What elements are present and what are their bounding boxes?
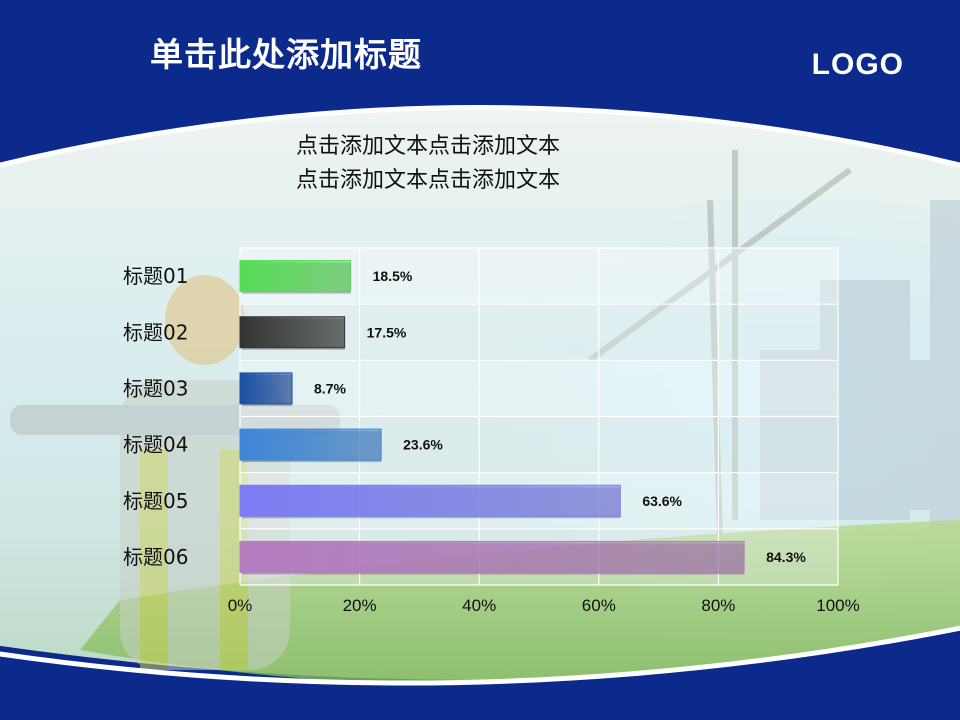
value-label: 18.5%	[373, 268, 413, 284]
bar	[239, 428, 382, 461]
bar	[239, 260, 352, 293]
value-label: 8.7%	[314, 380, 346, 396]
body-text[interactable]: 点击添加文本点击添加文本 点击添加文本点击添加文本	[296, 130, 560, 198]
x-tick-label: 20%	[343, 596, 377, 615]
x-tick-label: 60%	[582, 596, 616, 615]
bar	[239, 316, 346, 349]
top-arc-edge	[0, 105, 960, 168]
category-label: 标题01	[123, 264, 188, 288]
x-tick-label: 0%	[228, 596, 253, 615]
category-label: 标题03	[123, 376, 188, 400]
bottom-band	[0, 628, 960, 720]
value-label: 63.6%	[642, 493, 682, 509]
value-label: 17.5%	[367, 324, 407, 340]
value-label: 84.3%	[766, 549, 806, 565]
bar	[239, 484, 621, 517]
bar	[239, 540, 745, 573]
category-label: 标题06	[123, 545, 188, 569]
body-line: 点击添加文本点击添加文本	[296, 134, 561, 159]
bar	[239, 372, 293, 405]
x-tick-label: 80%	[701, 596, 735, 615]
plot-row-band	[240, 360, 838, 417]
logo: LOGO	[811, 48, 904, 81]
category-label: 标题04	[123, 433, 188, 457]
category-label: 标题02	[123, 320, 188, 344]
body-line: 点击添加文本点击添加文本	[296, 168, 561, 193]
slide-title[interactable]: 单击此处添加标题	[150, 35, 422, 74]
bottom-band-edge	[0, 625, 960, 686]
x-tick-label: 40%	[462, 596, 496, 615]
value-label: 23.6%	[403, 437, 443, 453]
buildings	[760, 200, 960, 530]
x-tick-label: 100%	[816, 596, 859, 615]
category-label: 标题05	[123, 489, 188, 513]
